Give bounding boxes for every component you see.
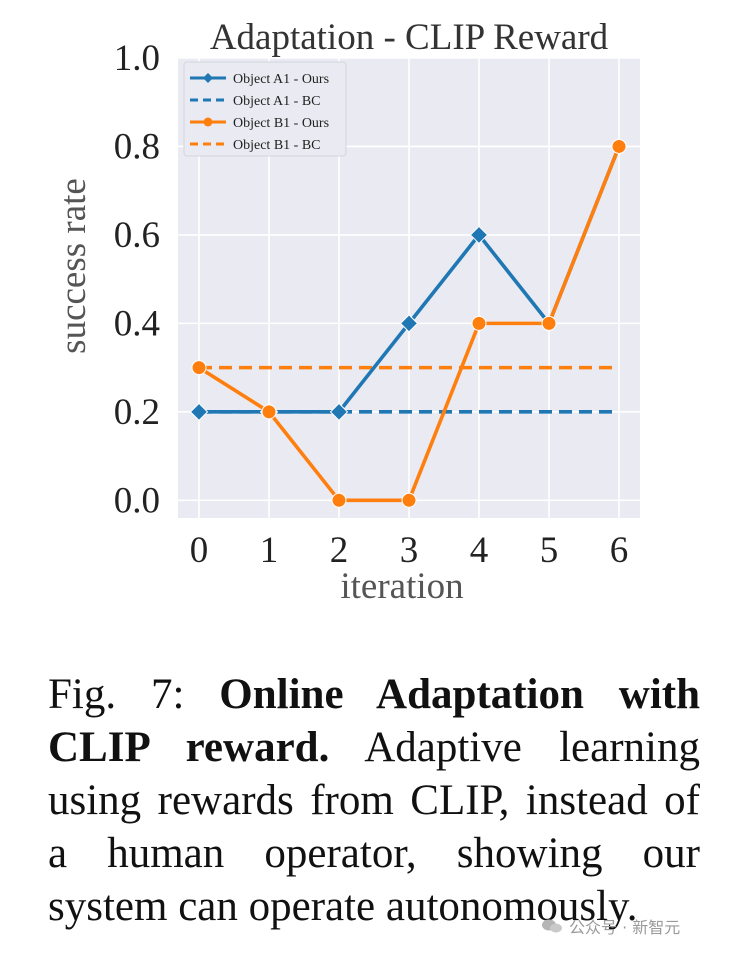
legend-label: Object B1 - Ours bbox=[233, 116, 329, 131]
x-tick-label: 5 bbox=[540, 530, 559, 571]
data-point-diamond bbox=[329, 402, 349, 422]
wechat-icon bbox=[542, 919, 562, 933]
legend-entry: Object B1 - BC bbox=[190, 138, 321, 153]
caption-label: Fig. 7: bbox=[48, 671, 220, 718]
data-point-circle bbox=[541, 315, 557, 331]
x-tick-label: 3 bbox=[400, 530, 419, 571]
data-point-circle bbox=[261, 404, 277, 420]
figure-caption: Fig. 7: Online Adaptation with CLIP rewa… bbox=[48, 668, 700, 933]
data-point-circle bbox=[331, 492, 347, 508]
watermark-text: 公众号 · 新智元 bbox=[569, 918, 681, 937]
x-tick-label: 0 bbox=[190, 530, 209, 571]
line-chart: 0.0 0.2 0.4 0.6 0.8 1.0 0 1 2 3 4 5 6 Adaptation - … bbox=[53, 17, 640, 607]
legend-entry: Object A1 - Ours bbox=[190, 72, 329, 87]
y-tick-label: 0.0 bbox=[114, 480, 160, 521]
legend-label: Object B1 - BC bbox=[233, 138, 321, 153]
data-point-circle bbox=[191, 360, 207, 376]
y-tick-label: 0.8 bbox=[114, 126, 160, 167]
data-point-diamond bbox=[189, 402, 209, 422]
y-tick-label: 0.2 bbox=[114, 392, 160, 433]
x-tick-label: 1 bbox=[260, 530, 279, 571]
legend-marker bbox=[203, 117, 213, 127]
x-tick-labels: 0 1 2 3 4 5 6 bbox=[190, 530, 629, 571]
legend-entry: Object A1 - BC bbox=[190, 94, 321, 109]
legend-box bbox=[183, 61, 347, 157]
y-tick-label: 0.6 bbox=[114, 215, 160, 256]
legend-label: Object A1 - Ours bbox=[233, 72, 329, 87]
legend-entry: Object B1 - Ours bbox=[190, 116, 329, 131]
series-object-b1-ours bbox=[191, 138, 627, 508]
data-point-circle bbox=[401, 492, 417, 508]
y-axis-label: success rate bbox=[53, 178, 94, 354]
caption-text: Adaptive learning using rewards from CLI… bbox=[48, 724, 700, 930]
x-tick-label: 2 bbox=[330, 530, 349, 571]
data-point-diamond bbox=[469, 225, 489, 245]
x-tick-label: 6 bbox=[610, 530, 629, 571]
legend: Object A1 - Ours Object A1 - BC Object B1 … bbox=[183, 61, 347, 157]
y-tick-label: 0.4 bbox=[114, 303, 160, 344]
x-axis-label: iteration bbox=[340, 566, 463, 607]
caption-title: Online Adaptation with CLIP reward. bbox=[48, 671, 700, 771]
legend-label: Object A1 - BC bbox=[233, 94, 321, 109]
series-layer bbox=[189, 137, 629, 508]
legend-marker bbox=[203, 73, 213, 83]
data-point-circle bbox=[471, 315, 487, 331]
data-point-circle bbox=[611, 138, 627, 154]
x-tick-label: 4 bbox=[470, 530, 489, 571]
chart-title: Adaptation - CLIP Reward bbox=[210, 17, 609, 58]
watermark: 公众号 · 新智元 bbox=[541, 914, 680, 938]
data-point-diamond bbox=[399, 314, 419, 333]
y-tick-labels: 0.0 0.2 0.4 0.6 0.8 1.0 bbox=[114, 38, 160, 521]
y-tick-label: 1.0 bbox=[114, 38, 160, 79]
